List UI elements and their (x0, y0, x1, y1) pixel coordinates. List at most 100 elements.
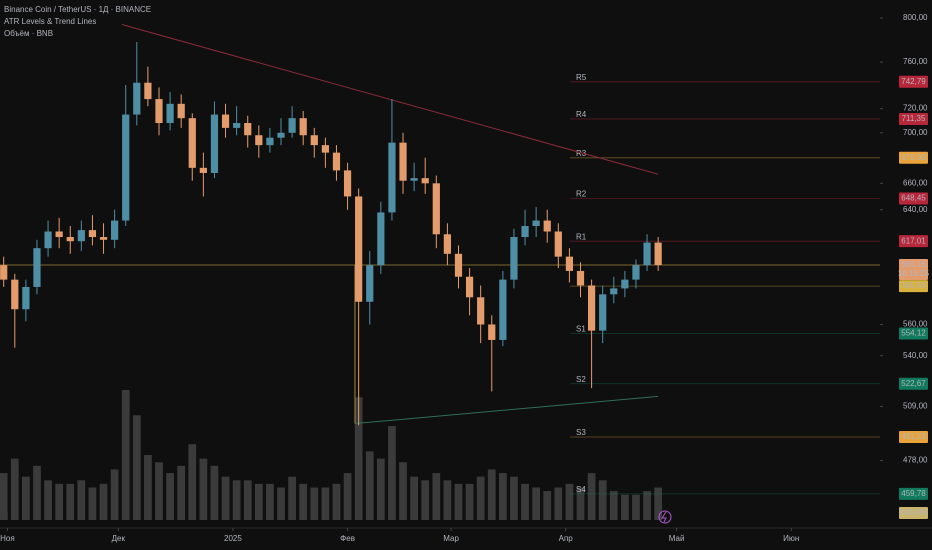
volume-bar (365, 451, 374, 520)
level-price-box (899, 192, 928, 205)
candle-body (210, 114, 219, 173)
level-name: S1 (576, 325, 586, 334)
candle-body (621, 279, 629, 289)
volume-bar (543, 491, 552, 520)
x-tick-label: Апр (559, 534, 574, 543)
volume-bar (221, 476, 230, 520)
level-price-box (899, 487, 928, 500)
level-price-box (899, 431, 928, 444)
chart-title: Binance Coin / TetherUS · 1Д · BINANCE (4, 5, 151, 14)
level-price-box (899, 75, 928, 88)
candle-body (355, 196, 363, 302)
candle-body (277, 132, 285, 138)
level-price-box (899, 151, 928, 164)
level-name: R5 (576, 73, 587, 82)
candle-body (521, 226, 529, 238)
volume-bar (510, 476, 518, 520)
volume-bar (110, 469, 119, 520)
volume-bar (199, 458, 208, 520)
volume-last-label: 193,84K (899, 508, 929, 517)
candle-body (443, 234, 451, 254)
candle-body (233, 123, 241, 128)
volume-bar (410, 476, 418, 520)
volume-bar (66, 483, 75, 520)
level-name: R2 (576, 190, 587, 199)
candle-body (643, 242, 651, 266)
candle-body (366, 265, 374, 302)
y-tick-label: 640,00 (903, 205, 928, 214)
volume-bar (0, 473, 8, 520)
candle-body (477, 297, 485, 325)
candle-body (155, 99, 163, 124)
candle-body (610, 288, 618, 295)
volume-bar (99, 483, 108, 520)
volume-bar (310, 487, 319, 520)
candle-body (44, 231, 52, 249)
volume-bar (643, 491, 651, 520)
candle-body (499, 279, 507, 340)
candle-body (576, 270, 585, 286)
level-price-label: 617,01 (901, 236, 926, 245)
y-tick-label: 478,00 (903, 456, 928, 465)
candle-body (11, 279, 19, 310)
candle-body (532, 220, 540, 227)
volume-bar (277, 487, 285, 520)
level-price-box (899, 112, 928, 125)
volume-bar (10, 458, 19, 520)
candle-body (599, 294, 607, 331)
volume-bar (487, 469, 496, 520)
volume-bar (0, 513, 8, 520)
candle-body (654, 242, 662, 265)
volume-bar (476, 476, 485, 520)
level-price-box (899, 377, 928, 390)
x-tick-label: Июн (783, 534, 799, 543)
level-price-label: 711,35 (902, 114, 926, 123)
volume-title: Объём · BNB (4, 29, 53, 38)
candle-body (554, 231, 562, 257)
volume-bar (598, 480, 607, 520)
volume-bar (166, 473, 174, 520)
volume-bar (443, 480, 452, 520)
x-tick-label: Ноя (0, 534, 15, 543)
candle-body (255, 135, 263, 146)
price-axis: 800,00 760,00 720,00 700,00 660,00 640,00 560,… (0, 13, 930, 543)
volume-bar (521, 483, 529, 520)
volume-bar (465, 483, 474, 520)
candle-body (22, 286, 30, 310)
candle-body (432, 183, 440, 235)
countdown: 16:16:25 (898, 269, 930, 278)
volume-bar (321, 487, 330, 520)
level-price-label: 554,12 (901, 329, 926, 338)
level-price-label: 742,79 (901, 77, 926, 86)
candle-body (321, 145, 329, 153)
level-price-label: 491,23 (901, 432, 926, 441)
volume-bar (388, 426, 396, 520)
volume-last-box (899, 507, 928, 520)
y-tick-label: 720,00 (903, 104, 928, 113)
candle-body (266, 137, 274, 146)
volume-bar (44, 480, 52, 520)
level-name: R3 (576, 149, 587, 158)
alert-icon[interactable] (658, 510, 672, 524)
volume-bar (266, 483, 274, 520)
x-tick-label: Фев (340, 534, 355, 543)
volume-bar (532, 487, 541, 520)
volume-bar (498, 473, 507, 520)
candle-body (288, 118, 296, 133)
y-tick-label: 700,00 (903, 128, 928, 137)
volume-bar (132, 415, 141, 520)
candle-body (454, 253, 463, 277)
candle-body (310, 135, 318, 146)
trend-line (121, 24, 659, 175)
candle-body (299, 118, 307, 136)
candle-body (343, 170, 352, 197)
level-price-box (899, 327, 928, 340)
volume-bar (299, 483, 308, 520)
candle-body (510, 237, 518, 280)
volume-bar (232, 480, 241, 520)
candle-body (632, 265, 640, 280)
volume-bar (376, 458, 385, 520)
candle-body (88, 230, 97, 238)
volume-bar (609, 491, 618, 520)
